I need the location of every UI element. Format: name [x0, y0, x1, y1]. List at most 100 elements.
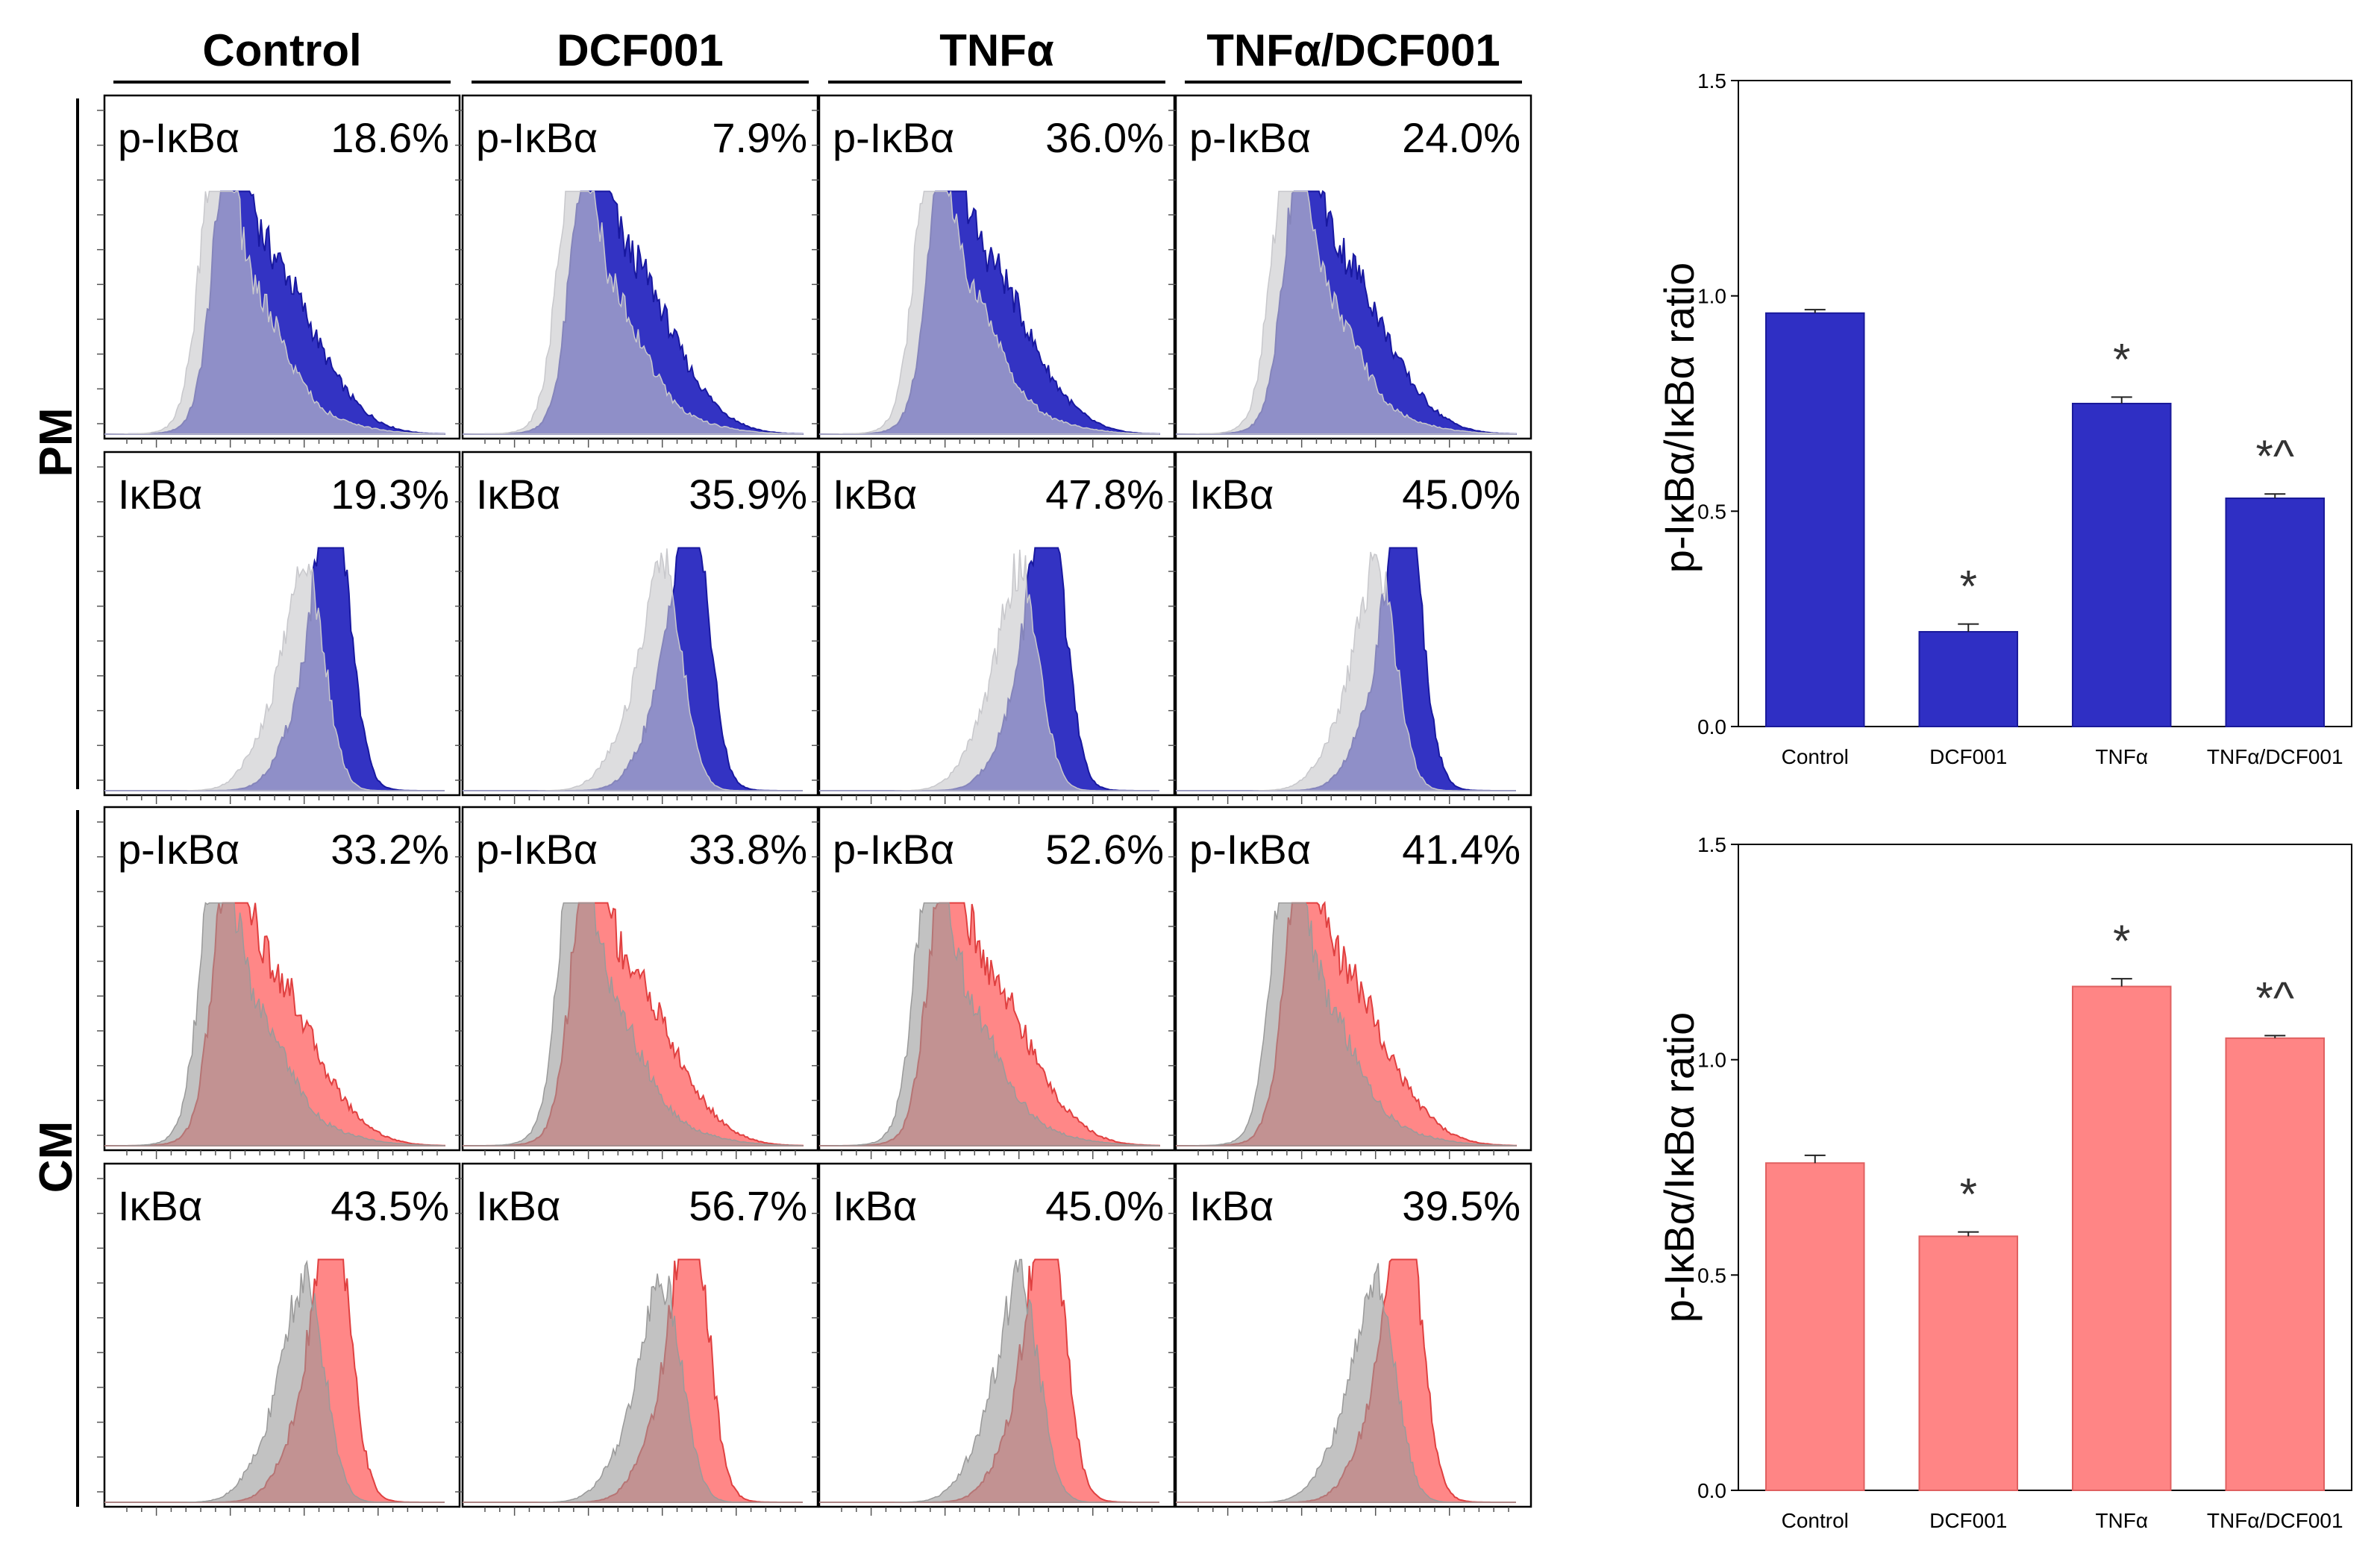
histogram-panel: p-IκBα 52.6% — [812, 806, 1176, 1159]
histogram-panel: p-IκBα 41.4% — [1168, 806, 1532, 1159]
condition-header: TNFα — [939, 25, 1054, 75]
histogram-panel: IκBα 19.3% — [97, 451, 461, 804]
bar-chart: 0.0 0.5 1.0 1.5 p-IκBα/IκBα ratio Control * DCF… — [1656, 833, 2352, 1532]
marker-label: p-IκBα — [833, 826, 954, 873]
y-axis-label: p-IκBα/IκBα ratio — [1656, 263, 1703, 573]
percent-value: 52.6% — [1045, 826, 1164, 873]
control-histogram — [104, 563, 445, 791]
histogram-panel: p-IκBα 33.2% — [97, 806, 461, 1159]
histogram-grid: p-IκBα 18.6% p-IκBα 7.9% p-IκBα 36.0% p-IκBα 24… — [97, 94, 1532, 1516]
control-histogram — [462, 902, 804, 1146]
histogram-panel: p-IκBα 36.0% — [812, 94, 1176, 448]
significance-marker: * — [1960, 562, 1977, 612]
percent-value: 18.6% — [331, 114, 449, 161]
bar — [2071, 985, 2172, 1491]
marker-label: p-IκBα — [118, 826, 239, 873]
marker-label: IκBα — [118, 471, 202, 518]
marker-label: IκBα — [118, 1182, 202, 1229]
panel-frame — [461, 451, 819, 797]
bar — [2225, 498, 2326, 727]
bar — [2071, 403, 2172, 727]
condition-headers: Control DCF001 TNFα TNFα/DCF001 — [113, 25, 1522, 84]
condition-header: Control — [202, 25, 361, 75]
histogram-panel: p-IκBα 18.6% — [97, 94, 461, 448]
control-histogram — [104, 902, 445, 1146]
y-tick-label: 0.5 — [1697, 1264, 1726, 1287]
control-histogram — [818, 902, 1160, 1146]
marker-label: p-IκBα — [1189, 114, 1311, 161]
y-tick-label: 1.0 — [1697, 1049, 1726, 1072]
percent-value: 24.0% — [1402, 114, 1521, 161]
significance-marker: * — [2113, 916, 2130, 966]
histogram-panel: IκBα 45.0% — [1168, 451, 1532, 804]
control-histogram — [1176, 1263, 1516, 1503]
row-group-label: CM — [31, 1121, 82, 1193]
marker-label: IκBα — [833, 471, 917, 518]
row-group-labels: PM CM — [31, 98, 82, 1507]
percent-value: 19.3% — [331, 471, 449, 518]
x-category-label: DCF001 — [1929, 745, 2007, 768]
percent-value: 36.0% — [1045, 114, 1164, 161]
control-histogram — [104, 190, 445, 435]
control-histogram — [104, 1260, 445, 1503]
marker-label: p-IκBα — [476, 114, 598, 161]
percent-value: 33.2% — [331, 826, 449, 873]
control-histogram — [819, 1258, 1159, 1503]
histogram-panel: IκBα 39.5% — [1168, 1162, 1532, 1516]
significance-marker: * — [2113, 334, 2130, 384]
percent-value: 43.5% — [331, 1182, 449, 1229]
marker-label: IκBα — [476, 1182, 560, 1229]
bar — [2225, 1037, 2326, 1492]
y-tick-label: 0.0 — [1697, 715, 1726, 738]
row-group-label: PM — [31, 408, 82, 477]
histogram-panel: IκBα 45.0% — [812, 1162, 1176, 1516]
histogram-panel: IκBα 43.5% — [97, 1162, 461, 1516]
control-histogram — [819, 549, 1159, 791]
percent-value: 41.4% — [1402, 826, 1521, 873]
control-histogram — [1175, 902, 1517, 1146]
control-histogram — [463, 548, 803, 791]
x-category-label: DCF001 — [1929, 1509, 2007, 1532]
y-tick-label: 0.5 — [1697, 500, 1726, 523]
x-category-label: Control — [1782, 1509, 1849, 1532]
bar — [1918, 1235, 2019, 1491]
marker-label: IκBα — [833, 1182, 917, 1229]
condition-header: TNFα/DCF001 — [1206, 25, 1500, 75]
percent-value: 7.9% — [712, 114, 807, 161]
percent-value: 45.0% — [1045, 1182, 1164, 1229]
histogram-panel: IκBα 56.7% — [455, 1162, 819, 1516]
control-histogram — [1175, 190, 1517, 435]
significance-marker: *^ — [2255, 431, 2294, 481]
y-tick-label: 0.0 — [1697, 1479, 1726, 1502]
percent-value: 35.9% — [689, 471, 807, 518]
control-histogram — [1176, 551, 1516, 791]
y-tick-label: 1.5 — [1697, 833, 1726, 856]
marker-label: p-IκBα — [833, 114, 954, 161]
bar — [1764, 312, 1865, 727]
y-tick-label: 1.0 — [1697, 285, 1726, 308]
percent-value: 45.0% — [1402, 471, 1521, 518]
plot-frame — [1738, 80, 2352, 727]
marker-label: p-IκBα — [118, 114, 239, 161]
x-category-label: TNFα/DCF001 — [2207, 1509, 2343, 1532]
plot-frame — [1738, 844, 2352, 1491]
bar-charts: 0.0 0.5 1.0 1.5 p-IκBα/IκBα ratio Control * DCF… — [1656, 69, 2352, 1532]
histogram-panel: IκBα 47.8% — [812, 451, 1176, 804]
marker-label: IκBα — [476, 471, 560, 518]
x-category-label: TNFα — [2095, 745, 2148, 768]
histogram-panel: p-IκBα 24.0% — [1168, 94, 1532, 448]
control-histogram — [463, 1273, 803, 1503]
bar-chart: 0.0 0.5 1.0 1.5 p-IκBα/IκBα ratio Control * DCF… — [1656, 69, 2352, 768]
marker-label: p-IκBα — [476, 826, 598, 873]
percent-value: 33.8% — [689, 826, 807, 873]
x-category-label: Control — [1782, 745, 1849, 768]
control-histogram — [462, 190, 804, 435]
histogram-panel: p-IκBα 7.9% — [455, 94, 819, 448]
percent-value: 56.7% — [689, 1182, 807, 1229]
marker-label: IκBα — [1189, 1182, 1274, 1229]
y-tick-label: 1.5 — [1697, 69, 1726, 92]
significance-marker: * — [1960, 1170, 1977, 1220]
bar — [1764, 1162, 1865, 1492]
histogram-panel: p-IκBα 33.8% — [455, 806, 819, 1159]
condition-header: DCF001 — [557, 25, 723, 75]
